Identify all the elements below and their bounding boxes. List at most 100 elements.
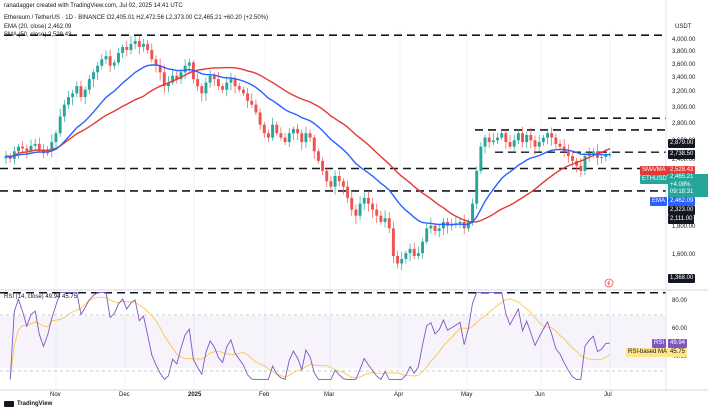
time-label: Dec xyxy=(119,392,130,398)
candle-body xyxy=(550,133,554,138)
candle-body xyxy=(387,218,391,229)
candle-body xyxy=(241,89,245,94)
candle-body xyxy=(566,151,570,157)
candle-body xyxy=(341,181,345,187)
candle-body xyxy=(333,176,337,187)
candle-body xyxy=(400,258,404,264)
candle-body xyxy=(350,197,354,210)
candle-body xyxy=(125,46,129,50)
candle-body xyxy=(508,142,512,147)
candle-body xyxy=(129,43,133,50)
candle-body xyxy=(100,59,104,66)
time-label: Nov xyxy=(50,392,61,398)
candle-body xyxy=(162,72,166,87)
candle-body xyxy=(183,65,187,73)
candle-body xyxy=(4,156,8,159)
candles xyxy=(4,36,612,271)
price-tick: 4,000.00 xyxy=(672,37,696,43)
candle-body xyxy=(296,128,300,134)
candle-body xyxy=(300,133,304,143)
candle-body xyxy=(575,160,579,166)
candle-body xyxy=(416,253,420,256)
horizontal-levels xyxy=(0,34,666,294)
candle-body xyxy=(408,248,412,254)
candle-body xyxy=(346,186,350,198)
candle-body xyxy=(208,75,212,83)
candle-body xyxy=(287,133,291,143)
candle-body xyxy=(304,133,308,143)
candle-body xyxy=(237,86,241,90)
rsi-name-tag: RSI xyxy=(652,339,667,348)
price-tick: 2,400.00 xyxy=(672,156,696,163)
price-tick: 2,800.00 xyxy=(672,120,696,127)
candle-body xyxy=(312,137,316,152)
last-price-box: 2,465.21 +4.08% 09:18:31 xyxy=(668,174,708,197)
candle-body xyxy=(487,137,491,143)
level-tag-2738: 2,738.50 xyxy=(668,150,696,159)
candle-body xyxy=(396,256,400,264)
candle-body xyxy=(491,140,495,143)
candle-body xyxy=(433,225,437,231)
symbol-legend[interactable]: Ethereum / TetherUS · 1D · BINANCE O2,40… xyxy=(4,15,269,21)
candle-body xyxy=(79,86,83,98)
candle-body xyxy=(450,224,454,226)
candle-body xyxy=(117,53,120,63)
candle-body xyxy=(429,225,433,229)
candle-body xyxy=(321,160,325,171)
candle-body xyxy=(212,75,216,80)
tradingview-logo: TradingView xyxy=(4,401,52,407)
rsi-legend[interactable]: RSI (14, close) 49.94 45.75 xyxy=(4,294,78,300)
price-tick: 3,000.00 xyxy=(672,104,696,111)
candle-body xyxy=(229,79,233,83)
candle-body xyxy=(17,146,20,152)
candle-body xyxy=(158,65,162,73)
candle-body xyxy=(62,104,66,117)
ema-legend[interactable]: EMA (20, close) 2,462.09 xyxy=(4,24,72,30)
ema-value-tag: 2,462.09 xyxy=(668,197,696,206)
candle-body xyxy=(383,218,387,222)
candle-body xyxy=(200,86,204,94)
price-tick: 3,400.00 xyxy=(672,75,696,82)
candle-body xyxy=(58,116,62,134)
time-label: Jun xyxy=(535,392,545,398)
sma-line xyxy=(5,66,611,223)
candle-body xyxy=(541,137,545,143)
time-label: Apr xyxy=(394,392,404,398)
brand-name: TradingView xyxy=(17,401,53,407)
candle-body xyxy=(146,43,150,50)
candle-body xyxy=(504,133,508,143)
candle-body xyxy=(391,228,395,256)
time-label: May xyxy=(461,392,473,398)
sma-legend[interactable]: SMA (50, close) 2,528.43 xyxy=(4,32,72,38)
candle-body xyxy=(83,89,87,98)
candle-body xyxy=(529,134,533,141)
candle-body xyxy=(50,142,54,150)
candle-body xyxy=(358,203,362,216)
candle-body xyxy=(279,133,283,138)
candle-body xyxy=(92,72,95,80)
candle-body xyxy=(375,209,379,216)
rsi-value-tag: 49.94 xyxy=(668,339,688,348)
candle-body xyxy=(533,140,537,147)
currency-label: USDT xyxy=(675,24,692,30)
candle-body xyxy=(283,137,287,143)
candle-body xyxy=(171,75,175,83)
candle-body xyxy=(112,62,116,66)
candle-body xyxy=(441,221,445,229)
candle-body xyxy=(196,79,200,87)
level-tag-2323: 2,323.00 xyxy=(668,206,696,215)
candle-body xyxy=(37,143,41,150)
candle-body xyxy=(137,41,141,47)
candle-body xyxy=(425,228,429,242)
lightning-icon xyxy=(607,280,611,286)
candle-body xyxy=(458,221,462,224)
candle-body xyxy=(475,170,479,204)
candle-body xyxy=(537,142,541,147)
candle-body xyxy=(316,151,320,161)
candle-body xyxy=(354,209,358,216)
candle-body xyxy=(21,146,25,149)
candle-body xyxy=(591,151,595,154)
candle-body xyxy=(233,79,237,87)
candle-body xyxy=(366,197,370,204)
